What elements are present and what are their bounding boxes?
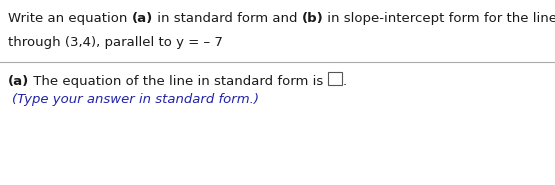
Text: Write an equation: Write an equation (8, 12, 132, 25)
Text: (a): (a) (132, 12, 153, 25)
Text: (a): (a) (8, 75, 29, 88)
Text: .: . (343, 75, 347, 88)
Text: in standard form and: in standard form and (153, 12, 301, 25)
Text: (Type your answer in standard form.): (Type your answer in standard form.) (12, 93, 259, 106)
Bar (328, 72, 342, 85)
Text: The equation of the line in standard form is: The equation of the line in standard for… (29, 75, 328, 88)
Text: in slope-intercept form for the line described.: in slope-intercept form for the line des… (324, 12, 555, 25)
Text: (b): (b) (301, 12, 324, 25)
Text: through (3,4), parallel to y = – 7: through (3,4), parallel to y = – 7 (8, 36, 223, 49)
